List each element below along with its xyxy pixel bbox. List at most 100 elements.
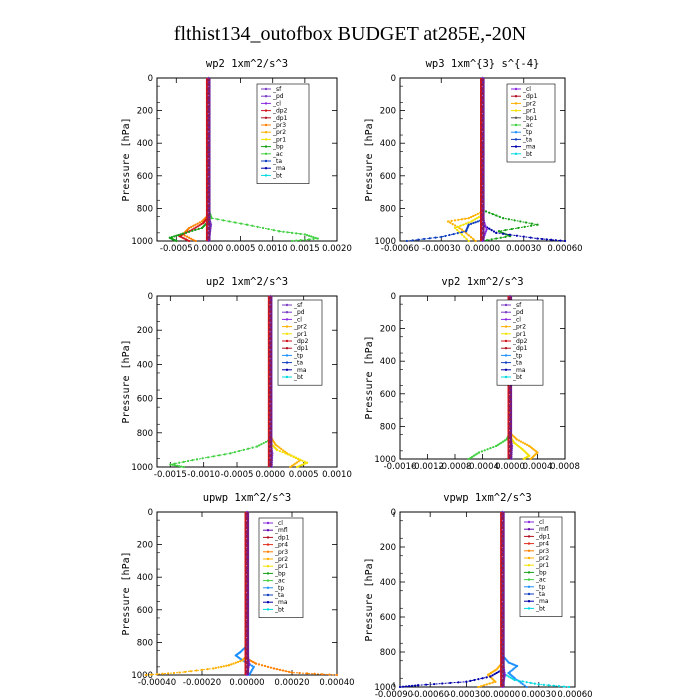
point bbox=[515, 234, 518, 237]
legend-entry: _cl bbox=[535, 519, 544, 526]
zero-profile-marker bbox=[268, 453, 272, 458]
point bbox=[292, 463, 295, 466]
zero-profile-marker bbox=[206, 195, 211, 199]
zero-profile-marker bbox=[268, 341, 272, 345]
zero-profile-marker bbox=[245, 539, 249, 543]
point bbox=[155, 673, 159, 676]
point bbox=[192, 238, 195, 242]
zero-profile-marker bbox=[480, 109, 485, 114]
y-tick-label: 800 bbox=[137, 204, 153, 214]
point bbox=[529, 236, 532, 239]
zero-profile-marker bbox=[500, 665, 505, 669]
point bbox=[178, 465, 181, 468]
legend-entry: _cl bbox=[272, 100, 281, 107]
zero-profile-marker bbox=[480, 217, 485, 222]
legend-marker bbox=[514, 116, 518, 120]
point bbox=[289, 465, 292, 469]
legend-marker bbox=[514, 109, 518, 112]
y-axis-label: Pressure [hPa] bbox=[364, 117, 375, 201]
legend-entry: _pr1 bbox=[274, 563, 288, 570]
point bbox=[513, 219, 516, 222]
zero-profile-marker bbox=[268, 336, 272, 341]
point bbox=[491, 674, 494, 677]
y-tick-label: 400 bbox=[137, 573, 153, 583]
zero-profile-marker bbox=[480, 177, 485, 181]
point bbox=[232, 662, 235, 665]
point bbox=[457, 218, 460, 221]
zero-profile-marker bbox=[508, 399, 512, 404]
x-tick-label: 0.0005 bbox=[289, 470, 319, 480]
point bbox=[485, 683, 488, 686]
legend-entry: _pr2 bbox=[535, 555, 549, 562]
zero-profile-marker bbox=[268, 318, 272, 323]
x-tick-label: 0.0015 bbox=[290, 244, 320, 254]
legend-marker bbox=[504, 332, 508, 335]
point bbox=[200, 226, 204, 230]
x-tick-label: 0.00000 bbox=[229, 678, 264, 688]
y-tick-label: 600 bbox=[380, 390, 396, 400]
legend-entry: _cl bbox=[512, 316, 521, 323]
zero-profile-marker bbox=[206, 235, 211, 240]
zero-profile-marker bbox=[480, 127, 485, 132]
x-tick-label: -0.00060 bbox=[381, 244, 419, 254]
zero-profile-marker bbox=[480, 231, 485, 235]
point bbox=[494, 680, 497, 683]
point bbox=[295, 239, 298, 242]
legend-marker bbox=[264, 159, 268, 163]
zero-profile-marker bbox=[480, 186, 485, 190]
point bbox=[484, 210, 488, 213]
point bbox=[567, 685, 571, 689]
zero-profile-marker bbox=[500, 615, 505, 620]
zero-profile-marker bbox=[508, 404, 512, 408]
point bbox=[529, 224, 533, 227]
figure-title: flthist134_outofbox BUDGET at285E,-20N bbox=[174, 23, 526, 45]
point bbox=[499, 230, 502, 234]
zero-profile-marker bbox=[508, 390, 512, 395]
point bbox=[521, 441, 525, 444]
y-tick-label: 600 bbox=[137, 172, 153, 182]
y-tick-label: 600 bbox=[380, 172, 396, 182]
point bbox=[453, 226, 457, 230]
zero-profile-marker bbox=[500, 624, 505, 629]
legend-entry: _bt bbox=[293, 374, 304, 381]
panel-4: vp2 1xm^2/s^3 Pressure [hPa] 0 200 400 600 800… bbox=[364, 276, 580, 472]
zero-profile-marker bbox=[268, 354, 272, 359]
x-tick-label: 0.00000 bbox=[485, 690, 520, 700]
zero-profile-marker bbox=[206, 181, 211, 186]
point bbox=[182, 460, 185, 463]
point bbox=[441, 682, 444, 685]
point bbox=[171, 463, 174, 466]
zero-profile-marker bbox=[206, 226, 211, 231]
point bbox=[193, 227, 196, 230]
zero-profile-marker bbox=[268, 449, 272, 453]
legend-marker bbox=[527, 528, 531, 531]
y-axis-label: Pressure [hPa] bbox=[121, 339, 132, 423]
y-tick-label: 800 bbox=[137, 638, 153, 648]
legend-entry: _cl bbox=[274, 520, 283, 527]
legend-marker bbox=[527, 564, 531, 567]
point bbox=[517, 679, 520, 682]
zero-profile-marker bbox=[480, 78, 485, 82]
legend: _cl_mfl_dp1_pr4_pr3_pr2_pr1_bp_ac_tp_ta_… bbox=[519, 516, 563, 617]
point bbox=[172, 671, 175, 675]
point bbox=[181, 232, 184, 235]
point bbox=[444, 234, 447, 238]
legend-entry: _dp2 bbox=[272, 108, 288, 115]
point bbox=[275, 448, 279, 451]
legend: _sf_pd_cl_pr2_pr1_dp2_dp1_tp_ta_ma_bt bbox=[496, 299, 544, 386]
legend-marker bbox=[266, 543, 270, 546]
y-tick-label: 0 bbox=[148, 292, 153, 302]
point bbox=[260, 443, 263, 446]
point bbox=[486, 448, 489, 451]
zero-profile-marker bbox=[206, 136, 211, 141]
point bbox=[290, 464, 294, 467]
point bbox=[463, 235, 466, 238]
legend-marker bbox=[264, 174, 268, 177]
series-group bbox=[144, 510, 339, 677]
zero-profile-marker bbox=[268, 368, 272, 372]
zero-profile-marker bbox=[500, 575, 505, 579]
zero-profile-marker bbox=[268, 350, 272, 354]
point bbox=[428, 237, 431, 240]
point bbox=[303, 238, 306, 241]
legend-entry: _dp1 bbox=[274, 534, 290, 541]
